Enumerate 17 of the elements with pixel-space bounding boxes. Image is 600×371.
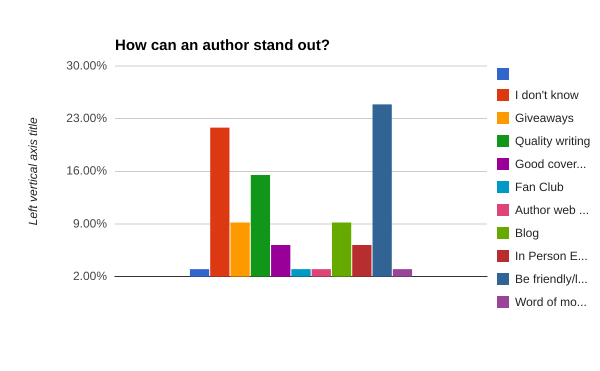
legend-label: Blog <box>515 225 540 241</box>
legend-label: I don't know <box>515 87 580 103</box>
y-tick-label: 16.00% <box>66 164 108 178</box>
legend-label: Giveaways <box>515 110 575 126</box>
legend-label: Quality writing <box>515 133 592 149</box>
y-tick-label: 30.00% <box>66 58 108 72</box>
chart-title: How can an author stand out? <box>115 37 330 54</box>
legend-label: Author web ... <box>515 202 590 218</box>
legend-label: In Person E... <box>515 248 589 264</box>
y-tick-label: 2.00% <box>72 268 108 283</box>
y-axis-title: Left vertical axis title <box>26 116 40 226</box>
y-tick-label: 9.00% <box>72 216 108 230</box>
legend-label: Good cover... <box>515 156 588 172</box>
legend-label: Be friendly/l... <box>515 271 589 287</box>
y-tick-label: 23.00% <box>66 110 108 125</box>
legend-label: Fan Club <box>515 179 565 195</box>
legend-label: Word of mo... <box>515 294 588 310</box>
